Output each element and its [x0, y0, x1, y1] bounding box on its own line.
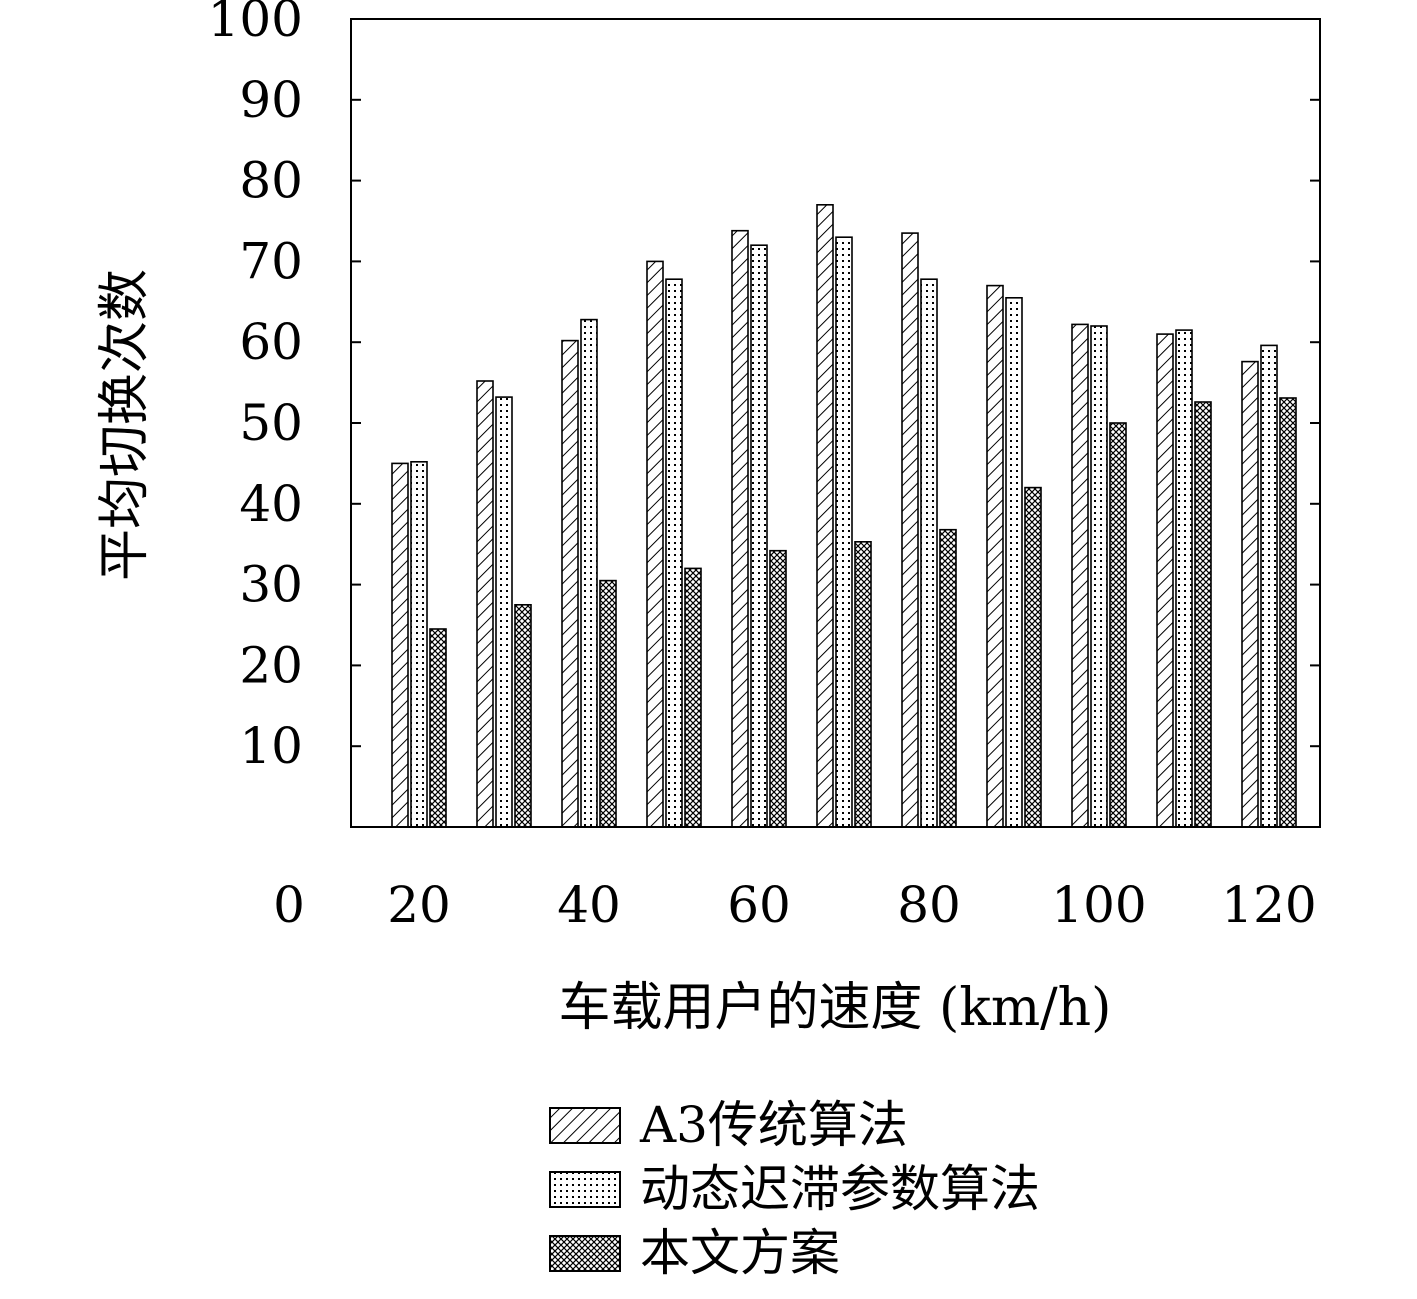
y-tick-labels: 10 20 30 40 50 60 70 80 90 100 — [208, 0, 303, 775]
bar-series-1-60 — [731, 229, 749, 828]
bar-series-3-20 — [429, 628, 447, 828]
bar-series-3-40 — [599, 579, 617, 828]
x-tick-label-80: 80 — [897, 876, 961, 934]
x-tick-label-0: 0 — [273, 876, 305, 934]
bar-series-1-110 — [1156, 333, 1174, 828]
legend-swatch-2 — [549, 1171, 621, 1208]
y-tick-label-60: 60 — [239, 313, 303, 371]
bar-series-1-70 — [816, 204, 834, 828]
x-tick-label-100: 100 — [1051, 876, 1146, 934]
bar-series-3-60 — [769, 549, 787, 828]
bar-series-3-70 — [854, 540, 872, 828]
y-tick-label-70: 70 — [239, 232, 303, 290]
y-tick-label-20: 20 — [239, 636, 303, 694]
bar-series-3-100 — [1109, 422, 1127, 828]
bar-series-3-50 — [684, 567, 702, 828]
legend-label-2: 动态迟滞参数算法 — [640, 1160, 1040, 1218]
x-tick-label-60: 60 — [727, 876, 791, 934]
bar-series-2-80 — [920, 278, 938, 828]
x-tick-label-40: 40 — [557, 876, 621, 934]
bar-series-2-40 — [580, 318, 598, 828]
bar-series-1-100 — [1071, 323, 1089, 828]
bar-series-1-30 — [476, 380, 494, 828]
bar-series-2-50 — [665, 278, 683, 828]
legend-label-3: 本文方案 — [640, 1224, 840, 1282]
y-tick-label-30: 30 — [239, 556, 303, 614]
bar-series-2-20 — [410, 460, 428, 828]
ticks-layer — [351, 18, 1320, 748]
bar-series-2-110 — [1175, 329, 1193, 828]
y-tick-label-10: 10 — [239, 717, 303, 775]
legend-swatch-3 — [549, 1235, 621, 1272]
bar-series-1-40 — [561, 339, 579, 828]
bar-series-2-120 — [1260, 344, 1278, 828]
bar-series-1-90 — [986, 284, 1004, 828]
bars-layer — [391, 204, 1297, 828]
bar-series-2-90 — [1005, 296, 1023, 828]
bar-series-1-20 — [391, 462, 409, 828]
bar-series-3-80 — [939, 528, 957, 828]
y-tick-label-50: 50 — [239, 394, 303, 452]
x-axis-title: 车载用户的速度 (km/h) — [559, 978, 1112, 1038]
bar-series-1-50 — [646, 260, 664, 828]
y-tick-label-100: 100 — [208, 0, 303, 48]
bar-series-3-30 — [514, 603, 532, 828]
legend-label-1: A3传统算法 — [639, 1096, 908, 1154]
bar-series-1-80 — [901, 232, 919, 828]
bar-series-1-120 — [1241, 360, 1259, 828]
legend-swatch-1 — [549, 1107, 621, 1144]
y-tick-label-40: 40 — [239, 475, 303, 533]
bar-series-2-30 — [495, 396, 513, 828]
bar-series-3-90 — [1024, 486, 1042, 828]
bar-series-2-60 — [750, 244, 768, 828]
y-axis-title: 平均切换次数 — [95, 269, 155, 581]
bar-series-2-100 — [1090, 325, 1108, 828]
bar-series-3-120 — [1279, 397, 1297, 828]
x-tick-labels: 0 20 40 60 80 100 120 — [273, 876, 1317, 934]
x-tick-label-120: 120 — [1221, 876, 1316, 934]
x-tick-label-20: 20 — [387, 876, 451, 934]
y-tick-label-90: 90 — [239, 71, 303, 129]
y-tick-label-80: 80 — [239, 152, 303, 210]
bar-series-3-110 — [1194, 401, 1212, 828]
bar-series-2-70 — [835, 236, 853, 828]
